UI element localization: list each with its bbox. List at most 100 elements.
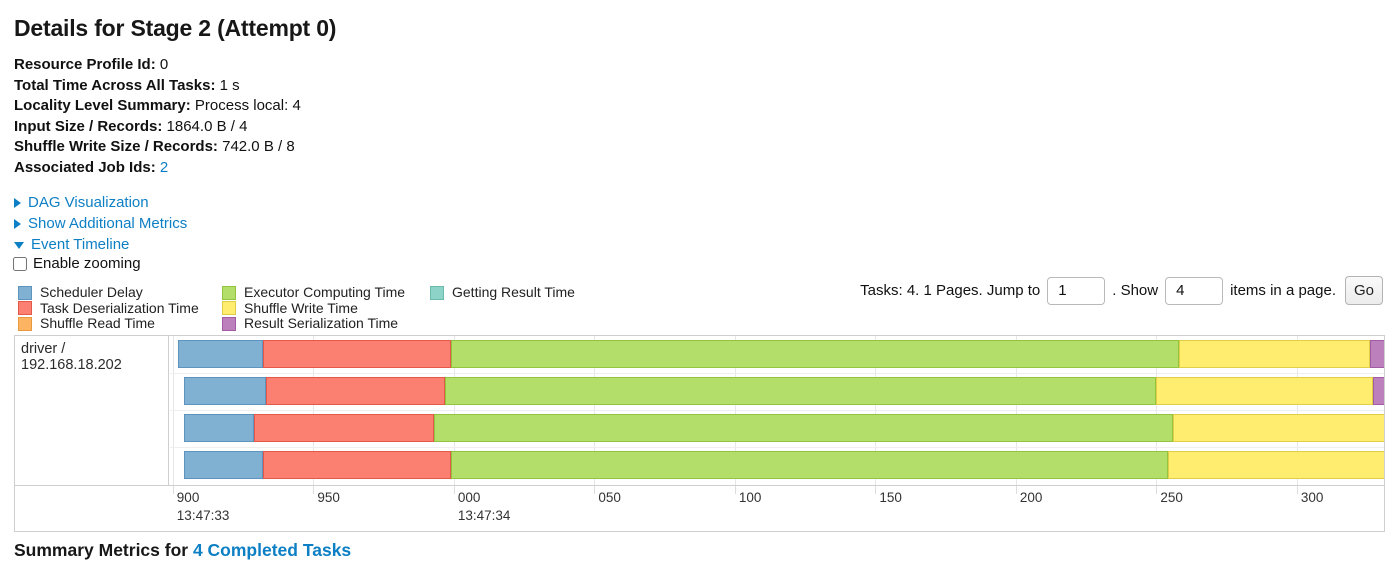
pagination-items-text: items in a page. (1230, 282, 1336, 299)
task-bar-segment-shuffle_write[interactable] (1156, 377, 1373, 405)
stat-label: Input Size / Records: (14, 117, 163, 135)
enable-zooming-checkbox[interactable] (13, 256, 27, 271)
axis-tick-label: 300 (1300, 490, 1324, 505)
task-bar-segment-task_deserialization[interactable] (254, 414, 435, 442)
event-timeline-chart: driver / 192.168.18.202 900 13:47:33 950 00… (14, 335, 1385, 532)
executor-group-column: driver / 192.168.18.202 (15, 336, 169, 485)
executor-group-label: driver / 192.168.18.202 (21, 341, 122, 373)
axis-tick (1156, 486, 1158, 494)
enable-zooming-row: Enable zooming (13, 255, 141, 272)
stat-value: 1864.0 B / 4 (166, 117, 248, 135)
stat-label: Resource Profile Id: (14, 56, 156, 73)
axis-tick (453, 486, 455, 494)
stat-row-job-ids: Associated Job Ids: 2 (14, 158, 301, 179)
shuffle_read-swatch-icon (18, 316, 32, 331)
legend-item-task_deserialization: Task Deserialization Time (18, 299, 199, 317)
legend-label: Executor Computing Time (244, 284, 406, 300)
task-lane (170, 410, 1384, 447)
timeline-lanes (170, 336, 1384, 485)
axis-tick-label: 050 (598, 490, 621, 505)
task-lane (170, 373, 1384, 410)
axis-tick (875, 486, 877, 494)
task-bar-segment-executor_computing[interactable] (434, 414, 1174, 442)
task-pagination: Tasks: 4. 1 Pages. Jump to . Show items … (860, 276, 1383, 305)
axis-tick (1015, 486, 1017, 494)
toggle-label: DAG Visualization (28, 194, 149, 211)
axis-time-sublabel: 13:47:34 (457, 508, 511, 523)
pagination-show-text: . Show (1112, 282, 1159, 299)
task-bar-segment-task_deserialization[interactable] (262, 340, 452, 368)
toggle-event-timeline[interactable]: Event Timeline (14, 235, 187, 256)
task-bar-segment-shuffle_write[interactable] (1173, 414, 1384, 442)
task-bar-segment-executor_computing[interactable] (445, 377, 1157, 405)
task-bar-segment-executor_computing[interactable] (451, 451, 1168, 479)
axis-tick-label: 950 (317, 490, 340, 505)
task-bar-segment-executor_computing[interactable] (451, 340, 1179, 368)
axis-tick (172, 486, 174, 494)
task-bar-segment-shuffle_write[interactable] (1167, 451, 1384, 479)
page-title: Details for Stage 2 (Attempt 0) (14, 15, 337, 41)
legend-label: Scheduler Delay (40, 284, 143, 300)
stat-label: Locality Level Summary: (14, 97, 191, 114)
caret-right-icon (14, 198, 21, 209)
axis-tick-label: 250 (1160, 490, 1183, 505)
task-bar-segment-task_deserialization[interactable] (265, 377, 446, 405)
legend-item-shuffle_read: Shuffle Read Time (18, 315, 199, 332)
stage-stats-list: Resource Profile Id: 0 Total Time Across… (14, 55, 301, 178)
summary-metrics-title: Summary Metrics for 4 Completed Tasks (14, 540, 351, 561)
task-bar-segment-scheduler_delay[interactable] (178, 340, 263, 368)
legend-label: Result Serialization Time (244, 315, 399, 331)
task-bar-segment-result_serialization[interactable] (1369, 340, 1384, 368)
lane-separator (170, 373, 1384, 374)
axis-tick (1296, 486, 1298, 494)
page-size-input[interactable] (1165, 276, 1224, 305)
task-bar-segment-shuffle_write[interactable] (1178, 340, 1370, 368)
task-bar-segment-result_serialization[interactable] (1372, 377, 1384, 405)
task-lane (170, 447, 1384, 484)
stat-label: Total Time Across All Tasks: (14, 76, 216, 94)
axis-time-sublabel: 13:47:33 (176, 508, 230, 523)
task-bar-segment-scheduler_delay[interactable] (184, 377, 266, 405)
lane-separator (170, 447, 1384, 448)
task-lane (170, 336, 1384, 373)
scheduler_delay-swatch-icon (18, 285, 32, 300)
task-bar-segment-scheduler_delay[interactable] (184, 414, 255, 442)
toggle-dag-visualization[interactable]: DAG Visualization (14, 193, 187, 214)
stat-value: 742.0 B / 8 (222, 138, 295, 155)
legend-label: Task Deserialization Time (40, 299, 199, 316)
axis-tick-label: 100 (738, 490, 762, 505)
stat-label: Associated Job Ids: (14, 158, 156, 176)
task-bar-segment-scheduler_delay[interactable] (184, 451, 263, 479)
getting_result-swatch-icon (430, 285, 444, 300)
job-id-link[interactable]: 2 (159, 158, 169, 176)
axis-tick (594, 486, 596, 494)
shuffle_write-swatch-icon (222, 301, 236, 316)
page-jump-input[interactable] (1047, 276, 1106, 305)
legend-item-executor_computing: Executor Computing Time (222, 284, 406, 301)
toggle-show-additional-metrics[interactable]: Show Additional Metrics (14, 214, 187, 235)
result_serialization-swatch-icon (222, 316, 236, 331)
stat-label: Shuffle Write Size / Records: (14, 138, 218, 155)
stat-row-resource-profile: Resource Profile Id: 0 (14, 55, 301, 76)
axis-tick-label: 150 (879, 490, 902, 505)
task-bar-segment-task_deserialization[interactable] (262, 451, 452, 479)
lane-separator (170, 410, 1384, 411)
completed-tasks-link[interactable]: 4 Completed Tasks (192, 540, 352, 560)
collapsible-links: DAG Visualization Show Additional Metrics… (14, 193, 187, 255)
legend-label: Shuffle Read Time (40, 315, 155, 331)
stat-row-total-time: Total Time Across All Tasks: 1 s (14, 76, 301, 97)
caret-down-icon (14, 242, 24, 250)
stat-row-shuffle-write: Shuffle Write Size / Records: 742.0 B / … (14, 137, 301, 158)
legend-item-getting_result: Getting Result Time (430, 284, 575, 301)
stat-row-input-size: Input Size / Records: 1864.0 B / 4 (14, 117, 301, 138)
axis-tick (313, 486, 315, 494)
go-button[interactable]: Go (1345, 276, 1383, 305)
axis-tick-label: 900 (176, 490, 200, 505)
legend-label: Shuffle Write Time (244, 299, 358, 316)
stat-value: Process local: 4 (194, 97, 301, 114)
legend-item-shuffle_write: Shuffle Write Time (222, 299, 405, 317)
toggle-label: Event Timeline (31, 235, 130, 253)
task_deserialization-swatch-icon (18, 301, 32, 316)
stat-value: 0 (159, 56, 169, 73)
caret-right-icon (14, 219, 21, 230)
